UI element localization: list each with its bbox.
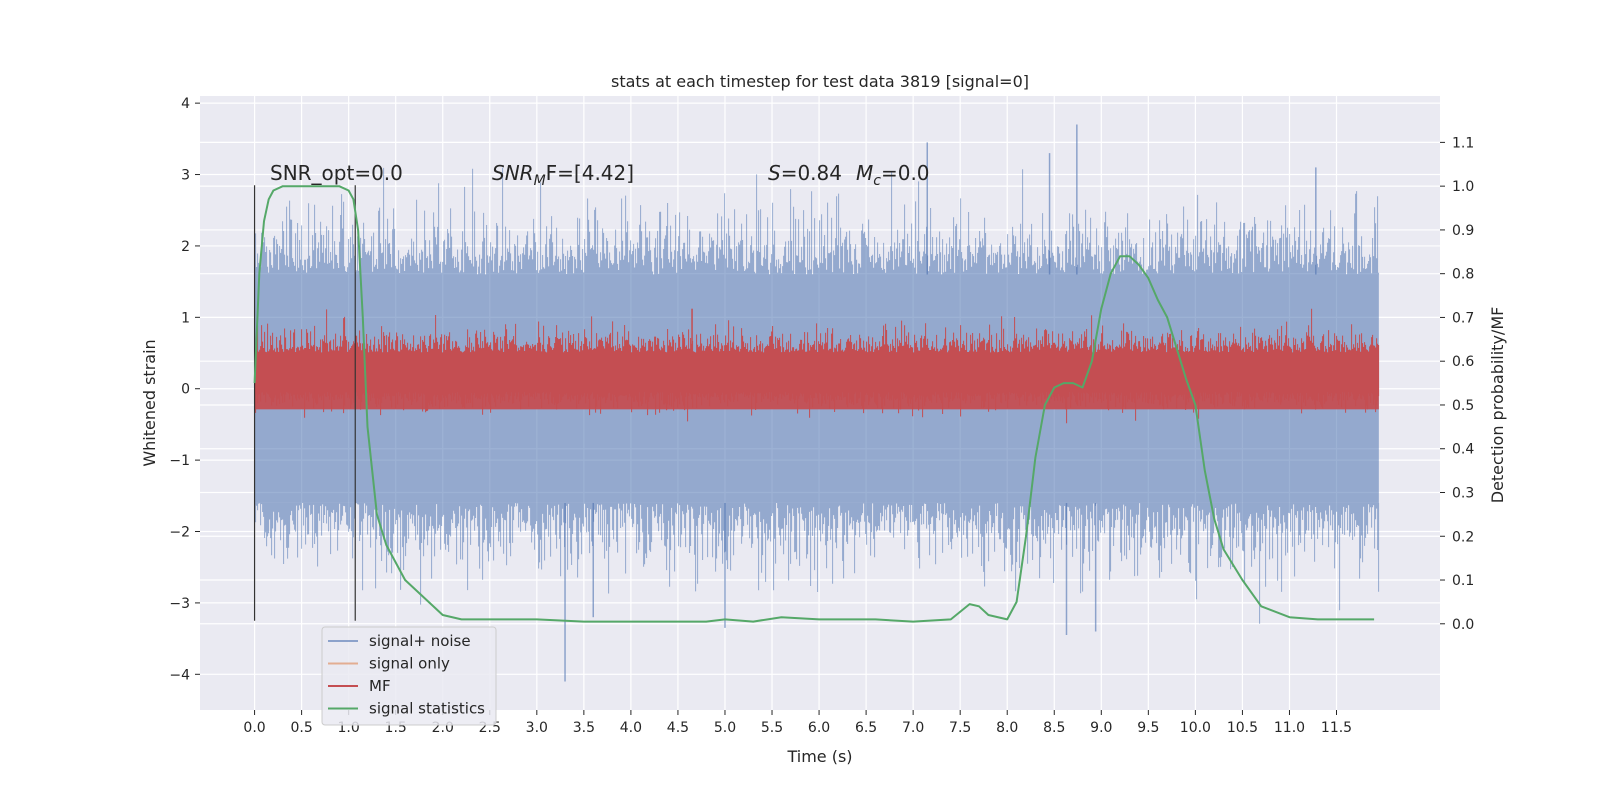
- legend-entry: signal statistics: [369, 700, 485, 718]
- y2-tick-label: 0.4: [1452, 442, 1474, 458]
- snr-mf-rest: F=[4.42]: [546, 161, 634, 185]
- x-tick-label: 4.0: [620, 720, 642, 736]
- x-tick-label: 11.0: [1274, 720, 1305, 736]
- x-tick-label: 5.0: [714, 720, 736, 736]
- axis-layer: 0.0 0.5 1.0 1.5 2.0 2.5 3.0 3.5 4.0 4.5 5.0 5.5 6.0 6…: [140, 72, 1507, 766]
- y2-tick-label: 0.3: [1452, 485, 1474, 501]
- y2-tick-label: 1.1: [1452, 135, 1474, 151]
- x-tick-label: 10.5: [1227, 720, 1258, 736]
- y-tick-label: −4: [169, 667, 190, 683]
- mc-value: =0.0: [881, 161, 930, 185]
- x-tick-label: 11.5: [1321, 720, 1352, 736]
- y2-tick-label: 0.9: [1452, 223, 1474, 239]
- x-tick-label: 3.0: [526, 720, 548, 736]
- y2-tick-label: 0.8: [1452, 267, 1474, 283]
- y-tick-label: 2: [181, 239, 190, 255]
- x-tick-label: 0.5: [290, 720, 312, 736]
- series-layer: [253, 124, 1380, 682]
- x-tick-label: 0.0: [243, 720, 265, 736]
- x-tick-label: 8.5: [1043, 720, 1065, 736]
- y2-tick-label: 0.7: [1452, 310, 1474, 326]
- x-tick-label: 8.0: [996, 720, 1018, 736]
- y2-tick-label: 1.0: [1452, 179, 1474, 195]
- y2-tick-label: 0.1: [1452, 573, 1474, 589]
- y-tick-label: 4: [181, 96, 190, 112]
- legend: signal+ noise signal only MF signal statist…: [321, 626, 497, 726]
- y-tick-label: −1: [169, 453, 190, 469]
- x-tick-label: 6.0: [808, 720, 830, 736]
- y-axis-label: Whitened strain: [140, 339, 159, 466]
- snr-opt-annotation: SNR_opt=0.0: [270, 161, 403, 185]
- y2-tick-label: 0.6: [1452, 354, 1474, 370]
- legend-entry: signal only: [369, 655, 450, 673]
- y2-tick-label: 0.5: [1452, 398, 1474, 414]
- s-mc-annotation: S=0.84 Mc=0.0: [768, 161, 930, 189]
- x-tick-label: 10.0: [1180, 720, 1211, 736]
- x-tick-label: 5.5: [761, 720, 783, 736]
- x-tick-label: 3.5: [573, 720, 595, 736]
- y2-axis-label: Detection probability/MF: [1488, 307, 1507, 504]
- mc-sub: c: [873, 173, 881, 189]
- y-tick-label: −3: [169, 596, 190, 612]
- mc-label: M: [856, 161, 873, 185]
- x-axis-label: Time (s): [786, 747, 852, 766]
- x-tick-label: 6.5: [855, 720, 877, 736]
- legend-entry: MF: [369, 677, 391, 695]
- legend-frame: [321, 626, 497, 726]
- snr-mf-label: SNR: [492, 161, 534, 185]
- x-tick-label: 4.5: [667, 720, 689, 736]
- y-tick-label: 0: [181, 382, 190, 398]
- s-value: =0.84: [781, 161, 842, 185]
- snr-mf-annotation: SNRMF=[4.42]: [492, 161, 634, 189]
- annotation-layer: SNR_opt=0.0 SNRMF=[4.42] S=0.84 Mc=0.0: [270, 161, 930, 189]
- chart-title: stats at each timestep for test data 381…: [611, 72, 1029, 91]
- snr-mf-sub: M: [534, 173, 546, 189]
- x-tick-label: 9.5: [1137, 720, 1159, 736]
- y-tick-label: 3: [181, 168, 190, 184]
- y-tick-label: −2: [169, 525, 190, 541]
- signal-statistics-line: [253, 185, 1375, 623]
- legend-entry: signal+ noise: [369, 632, 471, 650]
- y2-tick-label: 0.2: [1452, 529, 1474, 545]
- s-label: S: [768, 161, 781, 185]
- x-tick-label: 7.0: [902, 720, 924, 736]
- y2-tick-label: 0.0: [1452, 617, 1474, 633]
- y-tick-label: 1: [181, 310, 190, 326]
- x-tick-label: 7.5: [949, 720, 971, 736]
- x-tick-label: 9.0: [1090, 720, 1112, 736]
